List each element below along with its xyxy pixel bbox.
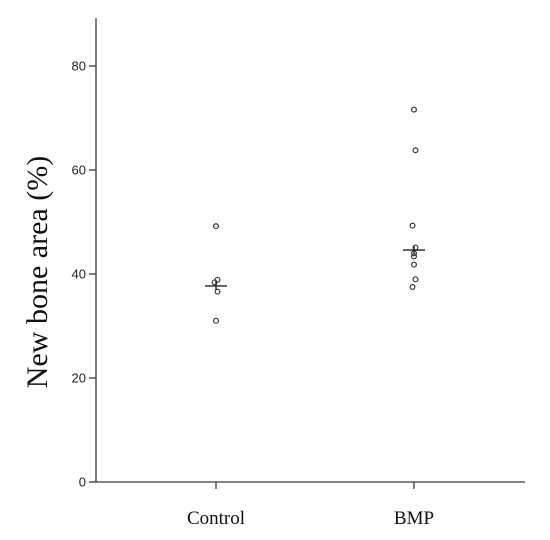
data-points xyxy=(211,106,419,324)
y-tick-label: 20 xyxy=(72,371,86,386)
y-tick-label: 80 xyxy=(72,59,86,74)
data-point xyxy=(213,223,220,230)
data-point xyxy=(409,222,416,229)
data-point xyxy=(411,261,418,268)
data-point xyxy=(411,253,418,260)
y-axis-title: New bone area (%) xyxy=(21,156,54,388)
median-markers xyxy=(205,246,425,290)
y-tick-label: 40 xyxy=(72,267,86,282)
data-point xyxy=(211,279,218,286)
x-category-label: Control xyxy=(187,508,245,529)
data-point xyxy=(214,288,221,295)
axes xyxy=(95,18,525,483)
data-point xyxy=(411,106,418,113)
data-point xyxy=(213,317,220,324)
x-axis-ticks: Control BMP xyxy=(187,482,434,529)
data-point xyxy=(412,147,419,154)
x-category-label: BMP xyxy=(394,508,434,529)
y-axis-ticks: 0 20 40 60 80 xyxy=(72,59,96,490)
data-point xyxy=(412,276,419,283)
y-tick-label: 0 xyxy=(79,475,86,490)
y-tick-label: 60 xyxy=(72,163,86,178)
data-point xyxy=(409,284,416,291)
